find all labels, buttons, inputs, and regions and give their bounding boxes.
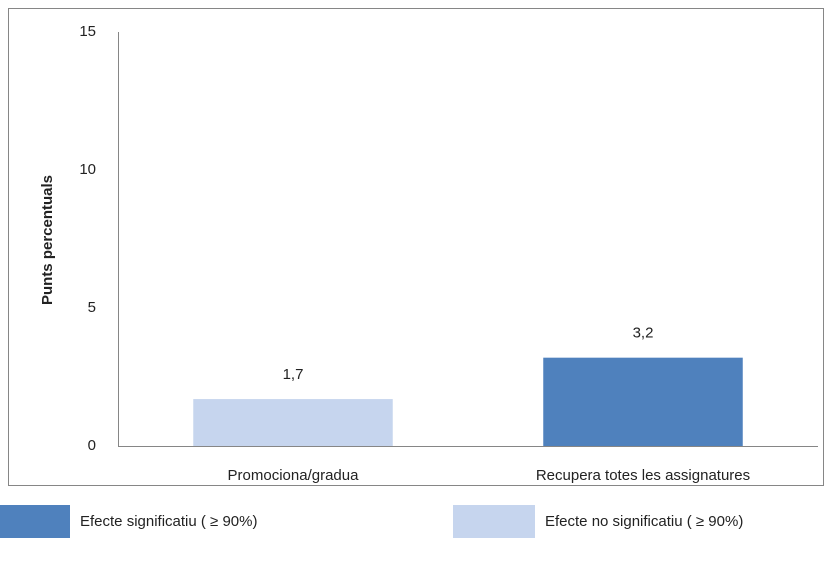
bar	[543, 357, 743, 446]
y-axis-title: Punts percentuals	[39, 175, 56, 305]
bar	[193, 399, 393, 446]
legend-swatch	[453, 505, 535, 538]
x-tick-label: Promociona/gradua	[228, 467, 360, 484]
y-tick-label: 15	[79, 23, 96, 40]
y-tick-label: 0	[88, 437, 96, 454]
legend-label: Efecte significatiu ( ≥ 90%)	[80, 513, 257, 530]
legend-label: Efecte no significatiu ( ≥ 90%)	[545, 513, 743, 530]
y-tick-label: 5	[88, 299, 96, 316]
y-tick-label: 10	[79, 161, 96, 178]
legend-swatch	[0, 505, 70, 538]
value-label: 3,2	[633, 325, 654, 342]
x-tick-label: Recupera totes les assignatures	[536, 467, 750, 484]
value-label: 1,7	[283, 366, 304, 383]
